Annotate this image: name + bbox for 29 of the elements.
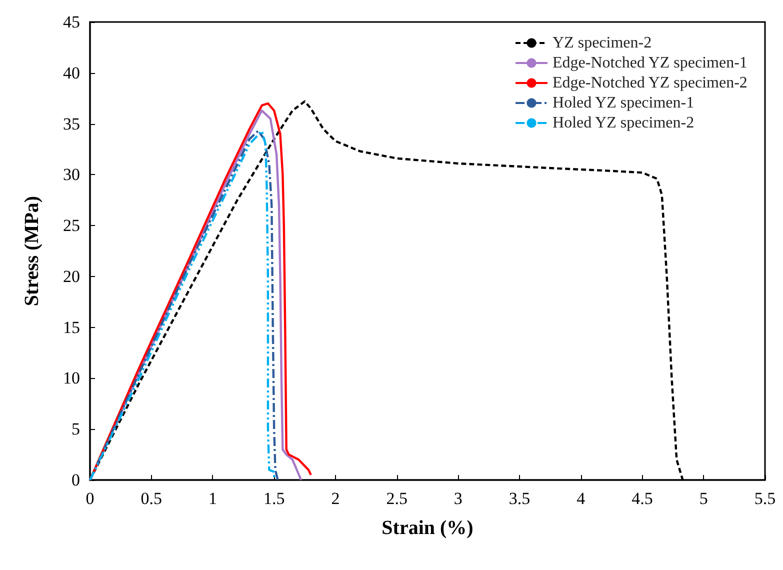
x-tick-label: 1: [208, 489, 217, 508]
y-tick-label: 25: [63, 216, 80, 236]
legend-label: YZ specimen-2: [552, 34, 652, 52]
legend-label: Edge-Notched YZ specimen-1: [552, 54, 748, 72]
y-tick-label: 35: [63, 114, 80, 134]
x-tick-label: 2.5: [386, 489, 408, 508]
x-tick-label: 5.5: [754, 489, 776, 508]
x-tick-label: 0: [86, 489, 94, 508]
x-tick-label: 4: [576, 489, 586, 508]
y-tick-label: 45: [63, 12, 80, 32]
y-tick-label: 20: [63, 266, 80, 286]
legend-label: Edge-Notched YZ specimen-2: [552, 74, 748, 92]
x-tick-label: 0.5: [140, 489, 162, 508]
x-axis-title: Strain (%): [382, 517, 474, 539]
y-tick-label: 15: [63, 318, 80, 337]
x-tick-label: 3: [454, 489, 462, 508]
x-tick-label: 1.5: [263, 489, 285, 508]
x-tick-label: 4.5: [632, 489, 653, 508]
y-axis-title: Stress (MPa): [21, 196, 43, 306]
legend-label: Holed YZ specimen-1: [552, 94, 694, 112]
x-tick-label: 3.5: [508, 489, 530, 508]
x-tick-label: 2: [331, 489, 340, 508]
legend-label: Holed YZ specimen-2: [552, 114, 694, 132]
y-tick-label: 5: [72, 420, 80, 439]
y-tick-label: 40: [63, 63, 80, 82]
y-tick-label: 30: [63, 165, 80, 184]
y-tick-label: 0: [72, 470, 80, 490]
x-tick-label: 5: [699, 489, 708, 508]
y-tick-label: 10: [63, 368, 80, 388]
